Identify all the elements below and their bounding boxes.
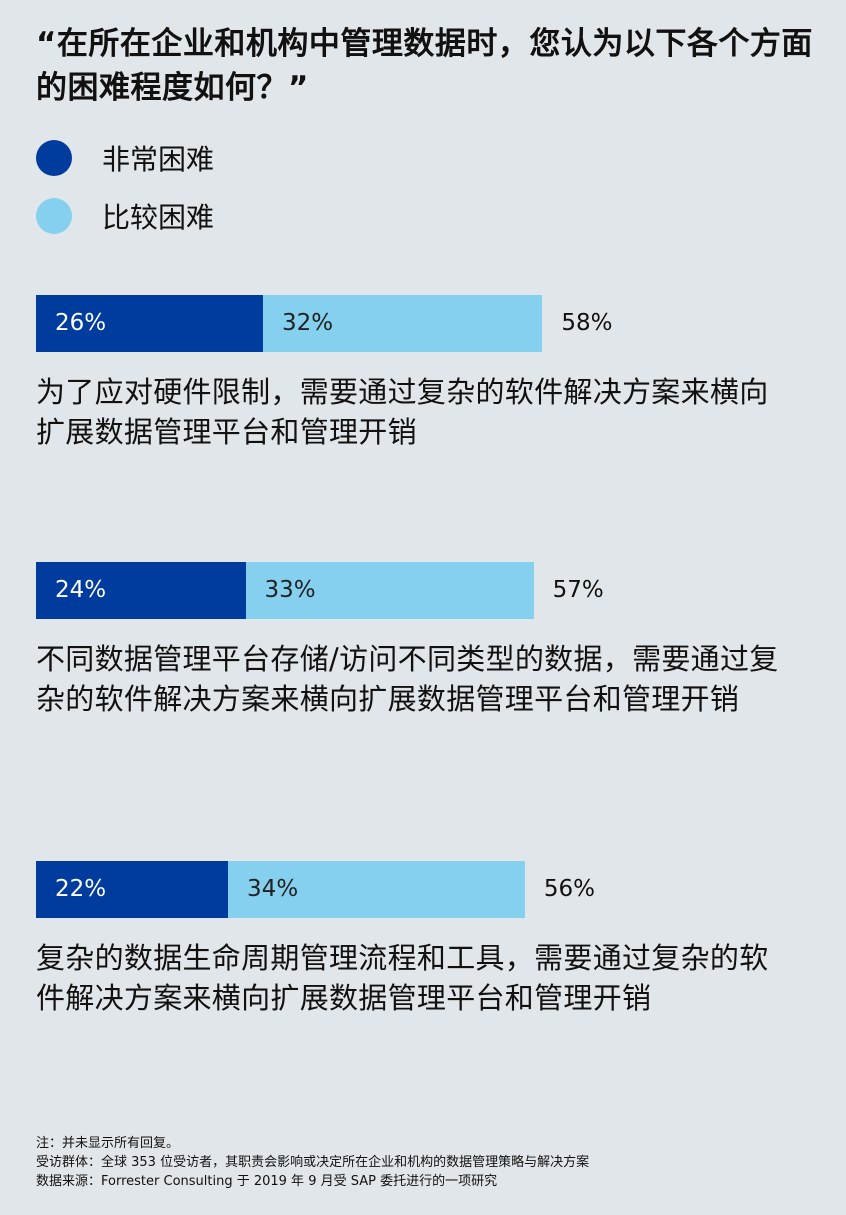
- stacked-bar: 22% 34% 56%: [36, 861, 826, 918]
- data-label: 24%: [55, 577, 107, 603]
- stacked-bar: 26% 32% 58%: [36, 295, 826, 352]
- footer-note: 注：并未显示所有回复。: [36, 1136, 180, 1151]
- footer-source: 数据来源：Forrester Consulting 于 2019 年 9 月受 …: [36, 1174, 498, 1189]
- bar-group: 24% 33% 57% 不同数据管理平台存储/访问不同类型的数据，需要通过复杂的软件解…: [36, 562, 826, 719]
- category-label: 为了应对硬件限制，需要通过复杂的软件解决方案来横向扩展数据管理平台和管理开销: [36, 375, 769, 449]
- data-label: 34%: [247, 876, 299, 902]
- bar-segment-very-difficult: [36, 295, 263, 352]
- category-label: 复杂的数据生命周期管理流程和工具，需要通过复杂的软件解决方案来横向扩展数据管理平…: [36, 941, 769, 1015]
- bar-segment-very-difficult: [36, 861, 229, 918]
- total-label: 57%: [552, 577, 604, 603]
- data-label: 22%: [55, 876, 107, 902]
- bar-segment-somewhat-difficult: [262, 295, 543, 352]
- footer-notes: 注：并未显示所有回复。 受访群体：全球 353 位受访者，其职责会影响或决定所在…: [36, 1134, 589, 1191]
- total-label: 56%: [543, 876, 595, 902]
- total-label: 58%: [561, 310, 613, 336]
- legend-swatch-icon: [36, 140, 72, 176]
- stacked-bar: 24% 33% 57%: [36, 562, 826, 619]
- category-label: 不同数据管理平台存储/访问不同类型的数据，需要通过复杂的软件解决方案来横向扩展数…: [36, 642, 779, 716]
- bar-segment-somewhat-difficult: [228, 861, 525, 918]
- legend-swatch-icon: [36, 198, 72, 234]
- data-label: 32%: [281, 310, 334, 336]
- bar-segment-somewhat-difficult: [245, 562, 534, 619]
- legend-item-somewhat-difficult: 比较困难: [36, 196, 214, 236]
- footer-sample: 受访群体：全球 353 位受访者，其职责会影响或决定所在企业和机构的数据管理策略…: [36, 1155, 590, 1170]
- data-label: 33%: [264, 577, 316, 603]
- bar-group: 26% 32% 58% 为了应对硬件限制，需要通过复杂的软件解决方案来横向扩展数据管理…: [36, 295, 826, 452]
- legend-label: 非常困难: [102, 143, 215, 176]
- legend-label: 比较困难: [102, 201, 215, 234]
- chart-title: “在所在企业和机构中管理数据时，您认为以下各个方面的困难程度如何？”: [36, 26, 813, 106]
- legend-item-very-difficult: 非常困难: [36, 138, 214, 178]
- data-label: 26%: [55, 310, 107, 336]
- bar-segment-very-difficult: [36, 562, 246, 619]
- bar-group: 22% 34% 56% 复杂的数据生命周期管理流程和工具，需要通过复杂的软件解决方案来…: [36, 861, 826, 1018]
